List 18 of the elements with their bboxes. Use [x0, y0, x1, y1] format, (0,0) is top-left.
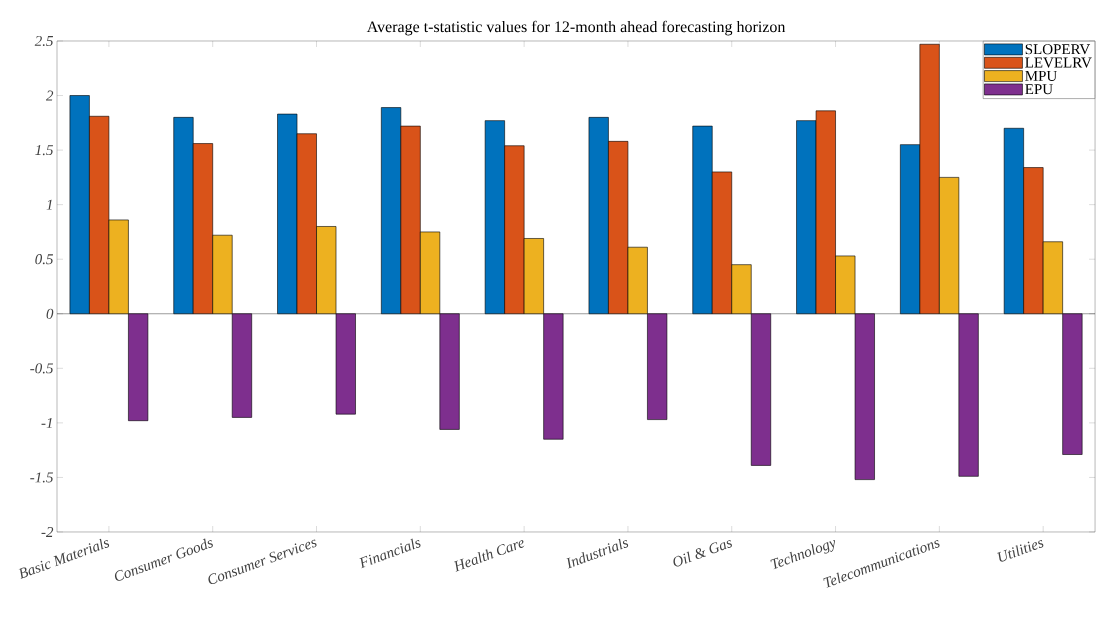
legend-label: EPU	[1025, 84, 1053, 95]
x-tick-label: Health Care	[454, 540, 525, 572]
chart-title: Average t-statistic values for 12-month ahead forecasting horizon	[366, 20, 786, 36]
legend-label: LEVELRV	[1025, 57, 1092, 68]
y-tick-label: -2	[41, 527, 54, 537]
y-tick-label: 1	[46, 199, 52, 210]
x-tick-label: Utilities	[997, 540, 1044, 562]
y-tick-label: -1	[41, 417, 52, 428]
y-tick-label: 0.5	[35, 254, 54, 265]
y-tick-label: 0	[46, 308, 54, 319]
y-tick-label: 1.5	[35, 145, 54, 156]
y-tick-label: -1.5	[30, 472, 54, 483]
y-tick-label: -0.5	[30, 363, 54, 374]
y-tick-label: 2.5	[34, 35, 54, 47]
y-tick-label: 2	[45, 90, 54, 101]
legend-label: SLOPERV	[1025, 44, 1091, 55]
x-tick-label: Oil & Gas	[673, 540, 732, 567]
legend-label: MPU	[1025, 70, 1057, 81]
